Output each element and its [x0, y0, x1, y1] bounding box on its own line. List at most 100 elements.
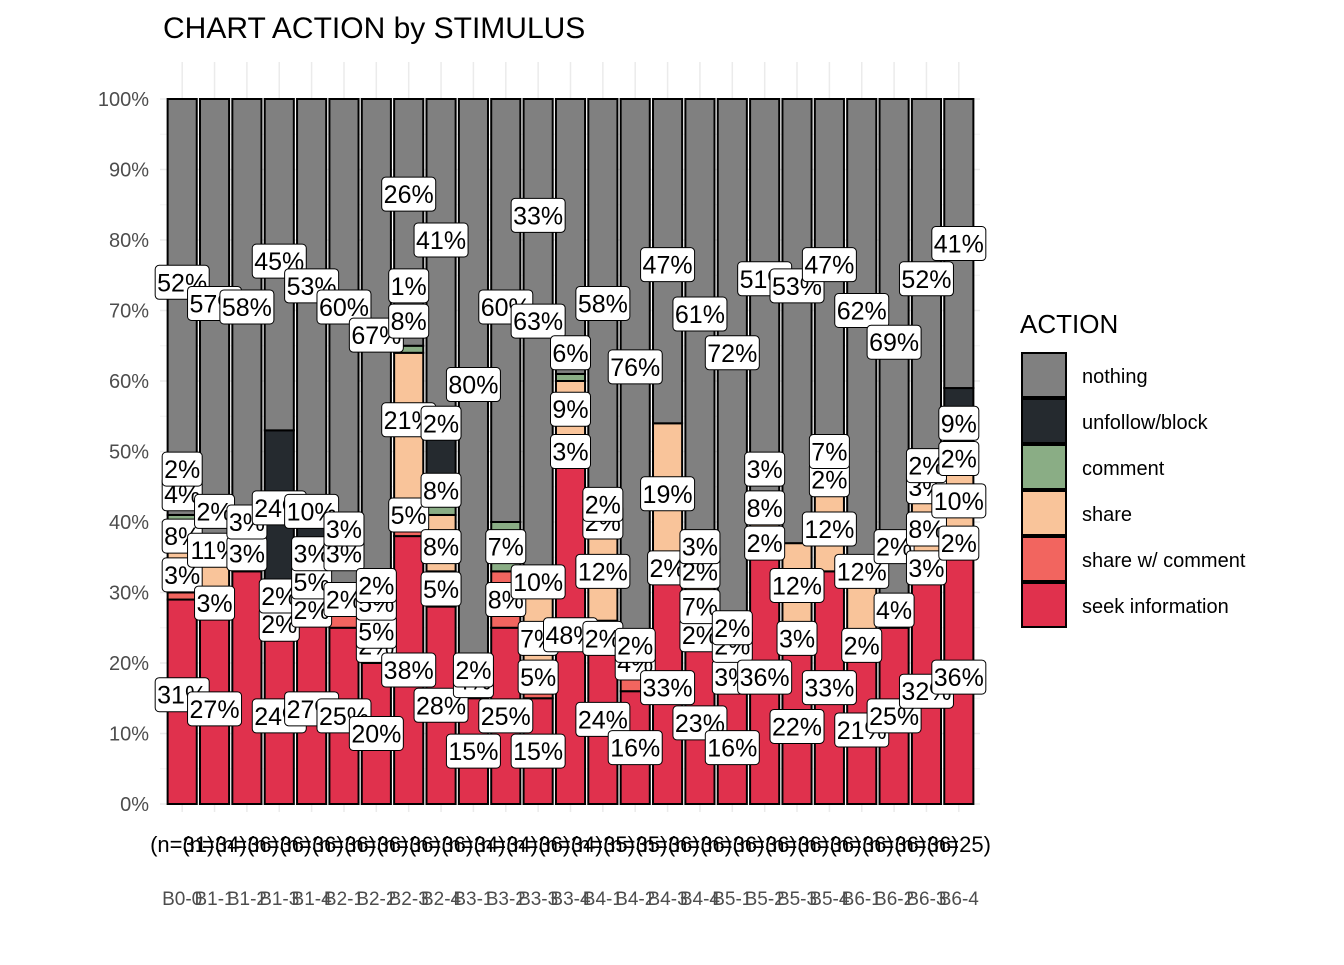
x-tick-count: (n=36)	[344, 832, 408, 857]
data-label: 60%	[316, 289, 372, 325]
y-tick-label: 20%	[109, 653, 149, 675]
data-label: 2%	[582, 486, 624, 522]
data-label-box	[679, 529, 721, 565]
data-label-text: 69%	[869, 329, 919, 357]
data-label-text: 52%	[901, 266, 951, 294]
data-label: 12%	[801, 511, 857, 547]
x-tick-count: (n=36)	[668, 832, 732, 857]
data-label-box	[510, 733, 566, 769]
x-tick-count: (n=36)	[765, 832, 829, 857]
data-label-box	[575, 701, 631, 737]
legend-key	[1021, 398, 1067, 444]
data-label-box	[776, 620, 818, 656]
data-label-text: 5%	[423, 576, 459, 604]
x-tick-count: (n=36)	[506, 832, 570, 857]
x-tick-label: B1-3	[259, 889, 299, 910]
data-label-box	[485, 529, 527, 565]
data-label-text: 3%	[196, 590, 232, 618]
legend: ACTION nothing unfollow/block comment share…	[1020, 309, 1246, 628]
data-label-box	[388, 497, 430, 533]
data-label: 2%	[614, 627, 656, 663]
data-label-text: 3%	[326, 516, 362, 544]
data-label-text: 2%	[455, 657, 491, 685]
x-tick-count: (n=36)	[862, 832, 926, 857]
data-label-text: 2%	[844, 632, 880, 660]
x-tick-count: (n=34)	[474, 832, 538, 857]
data-label-text: 25%	[481, 703, 531, 731]
data-label-box	[711, 610, 753, 646]
data-label: 41%	[931, 226, 987, 262]
data-label: 2%	[711, 610, 753, 646]
data-label-box	[808, 434, 850, 469]
data-label-text: 60%	[319, 294, 369, 322]
data-label-box	[938, 525, 980, 561]
data-label: 15%	[510, 733, 566, 769]
data-label-box	[550, 335, 591, 371]
y-tick-label: 30%	[109, 583, 149, 605]
data-label: 2%	[938, 525, 980, 561]
x-tick-count: (n=36)	[830, 832, 894, 857]
data-label-text: 19%	[643, 481, 693, 509]
data-label-box	[873, 592, 915, 628]
data-label-text: 24%	[578, 706, 628, 734]
data-label-text: 16%	[707, 735, 757, 763]
data-label-box	[316, 289, 372, 325]
data-label: 5%	[517, 659, 559, 695]
bar-segment-nothing	[781, 98, 813, 545]
data-label-box	[834, 293, 890, 328]
legend-entry: share	[1021, 490, 1132, 536]
x-tick-count: (n=25)	[927, 832, 991, 857]
data-label-text: 16%	[610, 735, 660, 763]
y-tick-label: 40%	[109, 512, 149, 534]
data-label-text: 27%	[190, 696, 240, 724]
data-label-text: 3%	[682, 534, 718, 562]
data-label: 3%	[679, 529, 721, 565]
data-label: 61%	[672, 296, 728, 332]
data-label-text: 2%	[941, 446, 977, 474]
data-label: 47%	[640, 247, 696, 283]
data-label-box	[517, 659, 559, 695]
data-label-text: 47%	[643, 252, 693, 280]
data-label: 16%	[704, 730, 760, 766]
data-label-text: 36%	[740, 664, 790, 692]
x-tick-label: B3-3	[518, 889, 558, 910]
data-label-box	[744, 490, 786, 526]
data-label-text: 3%	[747, 456, 783, 484]
data-label-text: 76%	[610, 354, 660, 382]
data-label-box	[388, 303, 430, 339]
data-label-text: 8%	[423, 534, 459, 562]
legend-key	[1021, 536, 1067, 582]
x-axis: (n=31) B0-0 (n=34) B1-1 (n=36) B1-2 (n=36) B1-3…	[150, 832, 991, 910]
data-label-box	[348, 716, 404, 751]
bar-segment-nothing	[749, 98, 781, 509]
data-label-box	[931, 483, 987, 519]
x-tick-count: (n=36)	[409, 832, 473, 857]
data-label-text: 2%	[941, 530, 977, 558]
data-label: 24%	[575, 701, 631, 737]
x-tick-label: B1-4	[292, 889, 333, 910]
data-label-box	[219, 289, 275, 325]
chart-title: CHART ACTION by STIMULUS	[163, 12, 585, 45]
data-label-text: 12%	[578, 558, 628, 586]
data-label-box	[575, 553, 631, 589]
legend-key	[1021, 352, 1067, 398]
data-label-text: 3%	[229, 541, 265, 569]
legend-entry: seek information	[1021, 582, 1229, 628]
x-tick-count: (n=36)	[377, 832, 441, 857]
x-tick-label: B5-1	[712, 889, 752, 910]
data-label: 4%	[873, 592, 915, 628]
data-label-box	[420, 529, 462, 565]
data-label: 12%	[575, 553, 631, 589]
data-label-box	[744, 451, 786, 487]
data-label-text: 4%	[876, 597, 912, 625]
data-label-text: 80%	[448, 372, 498, 400]
data-label-text: 3%	[779, 625, 815, 653]
legend-title: ACTION	[1020, 309, 1118, 339]
data-label-box	[905, 550, 947, 586]
data-label-box	[640, 476, 696, 512]
data-label-text: 38%	[384, 657, 434, 685]
data-label-box	[510, 197, 566, 233]
y-axis: 0% 10% 20% 30% 40% 50% 60% 70% 80% 90% 100%	[98, 89, 149, 816]
x-tick-count: (n=36)	[894, 832, 958, 857]
x-tick-label: B6-1	[842, 889, 882, 910]
